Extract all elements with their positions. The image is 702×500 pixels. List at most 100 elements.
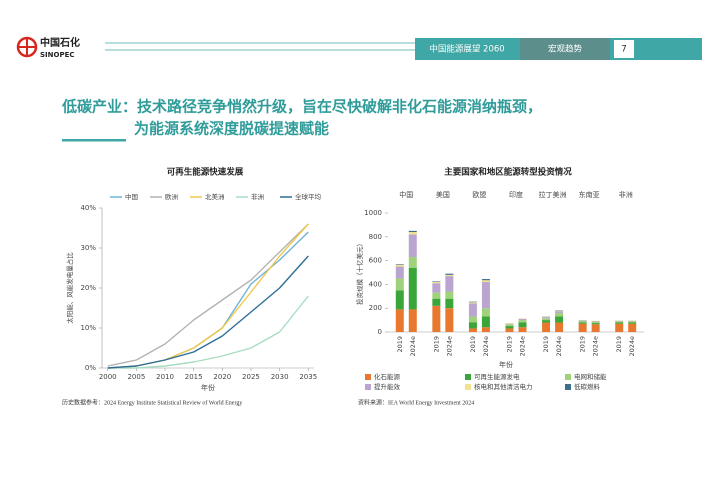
legend-swatch: [365, 384, 371, 390]
bar-segment: [445, 276, 454, 292]
bar-segment: [468, 301, 477, 303]
x-tick-label: 2005: [127, 373, 145, 381]
bar-segment: [518, 318, 527, 321]
bar-segment: [408, 230, 417, 233]
group-label: 非洲: [619, 190, 633, 199]
header-band: [520, 38, 610, 60]
y-tick-label: 30%: [80, 244, 96, 252]
page-number: 7: [621, 45, 627, 55]
bar-segment: [578, 320, 587, 321]
bar-segment: [591, 324, 600, 332]
bar-segment: [505, 323, 514, 324]
bar-segment: [395, 266, 404, 279]
series-line: [107, 255, 309, 369]
x-tick-label: 2020: [213, 373, 231, 381]
section-name: 宏观趋势: [548, 44, 583, 55]
bar-segment: [578, 323, 587, 332]
logo-cn: 中国石化: [40, 36, 80, 49]
x-axis-label: 年份: [499, 360, 513, 369]
y-axis-label: 太阳能、风能发电量占比: [65, 252, 74, 324]
logo-mark: [19, 38, 35, 56]
bar-segment: [445, 298, 454, 309]
series-line: [107, 223, 309, 369]
bar-segment: [615, 322, 624, 324]
x-tick-label: 2010: [156, 373, 174, 381]
bar-segment: [615, 321, 624, 323]
group-label: 拉丁美洲: [539, 190, 567, 199]
bar-segment: [615, 320, 624, 322]
legend-label: 全球平均: [295, 192, 322, 201]
y-tick-label: 600: [369, 257, 382, 265]
legend-label: 核电和其他清洁电力: [474, 382, 533, 391]
chart-title: 主要国家和地区能源转型投资情况: [444, 167, 572, 178]
legend-label: 化石能源: [374, 372, 401, 381]
bar-segment: [468, 322, 477, 329]
bar-segment: [628, 320, 637, 322]
x-tick-label: 2019: [615, 336, 623, 353]
y-tick-label: 40%: [80, 204, 96, 212]
bar-segment: [542, 322, 551, 332]
legend-swatch: [465, 374, 471, 380]
header-band: [415, 38, 520, 60]
bar-segment: [505, 324, 514, 327]
bar-segment: [578, 320, 587, 323]
bar-segment: [578, 322, 587, 324]
x-tick-label: 2015: [185, 373, 203, 381]
bar-segment: [481, 282, 490, 309]
x-tick-label: 2024e: [592, 336, 600, 357]
bar-segment: [555, 316, 564, 323]
legend-label: 低碳燃料: [574, 382, 601, 391]
group-label: 东南亚: [579, 190, 600, 199]
y-tick-label: 0: [378, 328, 382, 336]
bar-segment: [395, 278, 404, 291]
x-tick-label: 2030: [271, 373, 289, 381]
x-tick-label: 2019: [432, 336, 440, 353]
y-tick-label: 200: [369, 304, 382, 312]
y-tick-label: 10%: [80, 324, 96, 332]
bar-segment: [445, 308, 454, 332]
x-tick-label: 2019: [579, 336, 587, 353]
bar-segment: [591, 321, 600, 324]
x-tick-label: 2019: [469, 336, 477, 353]
bar-segment: [481, 316, 490, 328]
logo-en: SINOPEC: [40, 51, 75, 59]
bar-segment: [481, 308, 490, 317]
slide-title: 为能源系统深度脱碳提速赋能: [134, 120, 329, 138]
bar-segment: [468, 328, 477, 332]
bar-segment: [505, 328, 514, 332]
bar-segment: [432, 292, 441, 299]
page-box: [614, 40, 634, 58]
bar-segment: [505, 326, 514, 329]
bar-segment: [445, 274, 454, 277]
group-label: 印度: [509, 190, 523, 199]
y-tick-label: 400: [369, 280, 382, 288]
bar-segment: [468, 303, 477, 317]
y-tick-label: 0%: [85, 364, 96, 372]
x-tick-label: 2024e: [519, 336, 527, 357]
legend-label: 提升能效: [374, 382, 401, 391]
bar-segment: [432, 282, 441, 284]
legend-swatch: [465, 384, 471, 390]
chart-title: 可再生能源快速发展: [167, 167, 244, 178]
bar-segment: [628, 323, 637, 332]
bar-segment: [518, 322, 527, 328]
x-tick-label: 2025: [242, 373, 260, 381]
bar-segment: [445, 273, 454, 275]
bar-segment: [408, 309, 417, 332]
bar-segment: [408, 257, 417, 268]
bar-segment: [432, 305, 441, 332]
source-note: 资料来源：IEA World Energy Investment 2024: [358, 398, 474, 406]
bar-segment: [542, 317, 551, 319]
bar-segment: [468, 302, 477, 304]
legend-swatch: [565, 384, 571, 390]
x-tick-label: 2019: [542, 336, 550, 353]
bar-segment: [432, 283, 441, 293]
logo: 中国石化 SINOPEC: [16, 36, 80, 59]
bar-segment: [628, 322, 637, 324]
bar-segment: [591, 321, 600, 322]
bar-segment: [432, 281, 441, 283]
x-tick-label: 2024e: [628, 336, 636, 357]
legend-label: 北美洲: [205, 192, 225, 201]
bar-segment: [395, 309, 404, 332]
x-tick-label: 2000: [99, 373, 117, 381]
